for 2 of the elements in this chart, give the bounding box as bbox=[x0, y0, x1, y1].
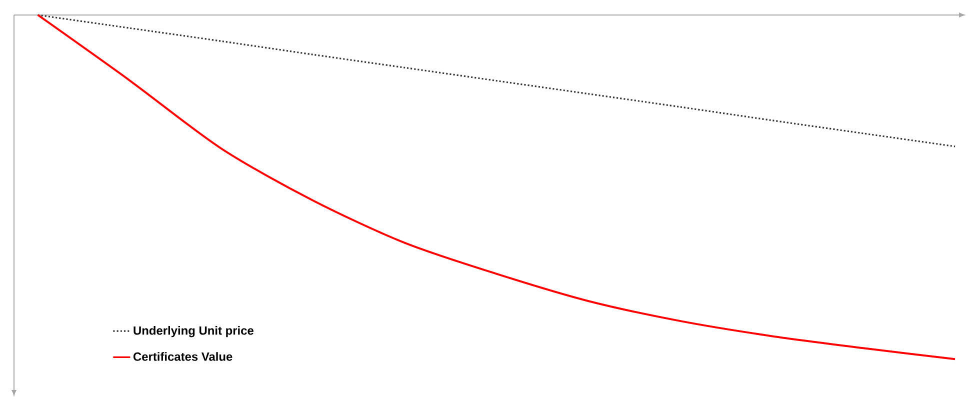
legend-label: Certificates Value bbox=[133, 352, 232, 361]
legend-label: Underlying Unit price bbox=[134, 326, 254, 338]
